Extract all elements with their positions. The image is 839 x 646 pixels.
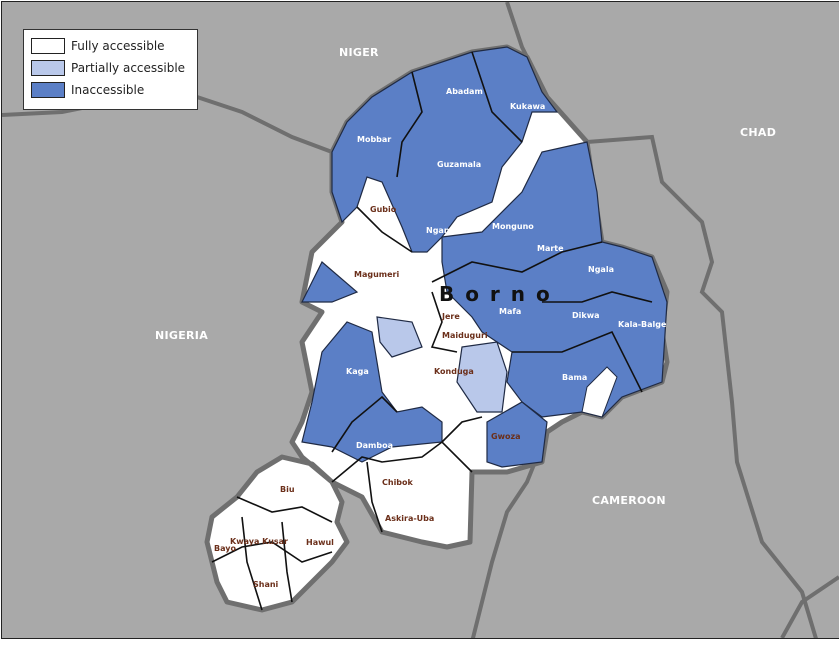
lga-label-mafa: Mafa <box>499 307 522 316</box>
lga-boundary <box>542 291 653 303</box>
lga-boundary <box>281 521 293 603</box>
lga-boundary <box>211 541 333 563</box>
region-bama-accessible <box>581 366 618 418</box>
region-konduga-partial <box>456 341 508 413</box>
legend-item-inaccessible: Inaccessible <box>31 82 144 98</box>
lga-label-kwaya-kusar: Kwaya Kusar <box>230 537 288 546</box>
lga-label-dikwa: Dikwa <box>572 311 600 320</box>
lga-label-magumeri: Magumeri <box>354 270 400 279</box>
legend-item-fully: Fully accessible <box>31 38 165 54</box>
lga-label-kukawa: Kukawa <box>510 102 546 111</box>
legend-label: Partially accessible <box>71 61 186 75</box>
legend-label: Fully accessible <box>71 39 165 53</box>
lga-boundary <box>471 51 523 143</box>
legend-swatch-fully <box>31 38 65 54</box>
state-label: B o r n o <box>439 282 552 306</box>
border-chad-cameroon <box>586 134 818 638</box>
lga-label-biu: Biu <box>280 485 295 494</box>
lga-label-kaga: Kaga <box>346 367 369 376</box>
lga-label-gubio: Gubio <box>370 205 397 214</box>
lga-label-gwoza: Gwoza <box>491 432 521 441</box>
lga-label-bayo: Bayo <box>214 544 236 553</box>
lga-boundary <box>331 395 398 453</box>
region-east-inaccessible <box>441 141 668 418</box>
legend-label: Inaccessible <box>71 83 145 97</box>
lga-boundaries <box>211 51 653 611</box>
lga-label-askira-uba: Askira-Uba <box>385 514 435 523</box>
region-gwoza-inaccessible <box>486 401 548 468</box>
lga-boundary <box>431 241 603 283</box>
country-label-niger: NIGER <box>339 46 379 59</box>
lga-label-guzamala: Guzamala <box>437 160 482 169</box>
lga-boundary <box>331 440 473 483</box>
lga-boundary <box>512 330 643 393</box>
lga-boundary <box>430 291 458 353</box>
border-cameroon-east <box>780 575 839 638</box>
lga-boundary <box>396 71 423 178</box>
region-north-inaccessible <box>331 46 559 253</box>
lga-boundary <box>241 516 263 611</box>
region-magumeri-inaccessible <box>301 261 359 303</box>
lga-label-abadam: Abadam <box>446 87 483 96</box>
country-label-nigeria: NIGERIA <box>155 329 209 342</box>
lga-label-marte: Marte <box>537 244 564 253</box>
legend-swatch-inaccessible <box>31 82 65 98</box>
partial-areas <box>376 316 508 413</box>
lga-label-monguno: Monguno <box>492 222 534 231</box>
lga-label-jere: Jere <box>442 312 460 321</box>
legend-item-partial: Partially accessible <box>31 60 185 76</box>
lga-label-nganzai: Nganzai <box>426 226 463 235</box>
country-label-cameroon: CAMEROON <box>592 494 666 507</box>
lga-label-bama: Bama <box>562 373 588 382</box>
lga-boundary <box>236 496 333 523</box>
lga-label-damboa: Damboa <box>356 441 393 450</box>
legend: Fully accessible Partially accessible In… <box>23 29 198 110</box>
lga-label-mobbar: Mobbar <box>357 135 392 144</box>
lga-label-konduga: Konduga <box>434 367 474 376</box>
lga-label-maiduguri: Maiduguri <box>442 331 488 340</box>
lga-label-kala-balge: Kala-Balge <box>618 320 667 329</box>
region-jere-partial <box>376 316 423 358</box>
lga-label-chibok: Chibok <box>382 478 413 487</box>
lga-boundary <box>366 461 383 533</box>
country-label-chad: CHAD <box>740 126 777 139</box>
lga-boundary <box>441 416 483 443</box>
lga-label-ngala: Ngala <box>588 265 614 274</box>
legend-swatch-partial <box>31 60 65 76</box>
lga-boundary <box>356 206 413 253</box>
lga-label-shani: Shani <box>253 580 279 589</box>
lga-label-hawul: Hawul <box>306 538 334 547</box>
